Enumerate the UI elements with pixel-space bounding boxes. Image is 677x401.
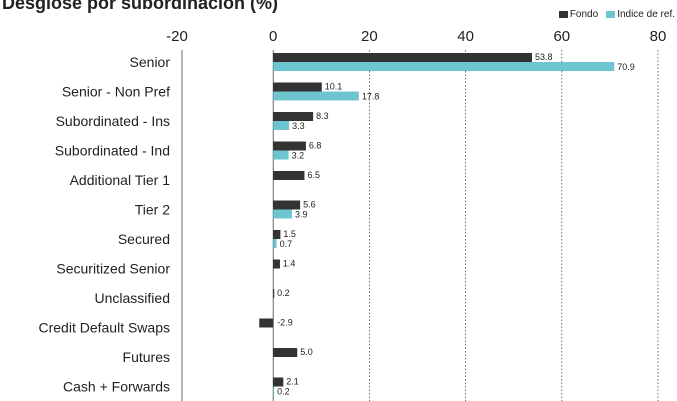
bar-fondo-3: [273, 141, 306, 151]
value-label-indice-11: 0.2: [277, 387, 290, 397]
value-label-fondo-2: 8.3: [316, 111, 329, 121]
value-label-fondo-3: 6.8: [309, 141, 322, 151]
bar-indice-2: [273, 121, 290, 130]
bar-fondo-11: [273, 377, 284, 387]
value-label-fondo-5: 5.6: [303, 200, 316, 210]
value-label-fondo-11: 2.1: [286, 377, 299, 387]
category-label-4: Additional Tier 1: [70, 172, 171, 188]
category-label-2: Subordinated - Ins: [56, 113, 170, 129]
bar-fondo-10: [273, 348, 298, 357]
category-label-8: Unclassified: [95, 290, 170, 306]
bar-indice-1: [273, 91, 359, 101]
category-label-3: Subordinated - Ind: [55, 143, 170, 159]
legend-label-indice: Indice de ref.: [617, 9, 675, 20]
x-tick-label-2: 20: [361, 28, 378, 45]
legend-label-fondo: Fondo: [569, 9, 599, 20]
bar-indice-0: [273, 62, 615, 71]
category-label-10: Futures: [123, 349, 170, 365]
x-tick-label-4: 60: [553, 28, 570, 45]
legend-swatch-indice: [606, 11, 616, 18]
bar-fondo-0: [273, 53, 532, 62]
value-label-indice-6: 0.7: [280, 239, 293, 249]
category-label-1: Senior - Non Pref: [62, 84, 170, 100]
value-label-fondo-1: 10.1: [325, 82, 343, 92]
value-label-indice-0: 70.9: [617, 62, 635, 72]
category-label-11: Cash + Forwards: [63, 379, 170, 395]
x-tick-label-3: 40: [457, 28, 474, 45]
bar-fondo-6: [273, 230, 281, 239]
bar-indice-11: [273, 386, 275, 396]
legend-swatch-fondo: [558, 11, 568, 18]
bar-indice-6: [273, 239, 277, 248]
x-tick-label-1: 0: [269, 28, 277, 45]
bar-fondo-7: [273, 259, 280, 269]
category-label-5: Tier 2: [135, 202, 170, 218]
category-label-7: Securitized Senior: [56, 261, 170, 277]
bar-fondo-8: [273, 289, 275, 298]
legend-item-fondo: Fondo: [558, 9, 599, 20]
bar-indice-5: [273, 209, 292, 219]
bar-fondo-9: [259, 318, 274, 328]
value-label-fondo-9: -2.9: [277, 318, 293, 328]
x-tick-label-5: 80: [650, 28, 667, 45]
bar-indice-3: [273, 150, 289, 160]
bar-fondo-1: [273, 82, 322, 92]
bar-fondo-5: [273, 200, 301, 210]
value-label-indice-2: 3.3: [292, 121, 305, 131]
bar-fondo-2: [273, 112, 314, 121]
value-label-fondo-10: 5.0: [300, 347, 313, 357]
bar-fondo-4: [273, 171, 305, 180]
value-label-fondo-7: 1.4: [283, 259, 296, 269]
category-label-0: Senior: [130, 54, 171, 70]
value-label-fondo-6: 1.5: [283, 229, 296, 239]
chart-title: Desglose por subordinación (%): [2, 0, 279, 13]
value-label-indice-5: 3.9: [295, 210, 308, 220]
value-label-fondo-8: 0.2: [277, 288, 290, 298]
value-label-indice-1: 17.8: [362, 92, 380, 102]
legend-item-indice: Indice de ref.: [606, 9, 675, 20]
value-label-fondo-4: 6.5: [307, 170, 320, 180]
legend: Fondo Indice de ref.: [558, 9, 675, 20]
category-label-9: Credit Default Swaps: [38, 320, 170, 336]
value-label-fondo-0: 53.8: [535, 52, 553, 62]
x-tick-label-0: -20: [166, 28, 188, 45]
category-label-6: Secured: [118, 231, 170, 247]
value-label-indice-3: 3.2: [292, 151, 305, 161]
